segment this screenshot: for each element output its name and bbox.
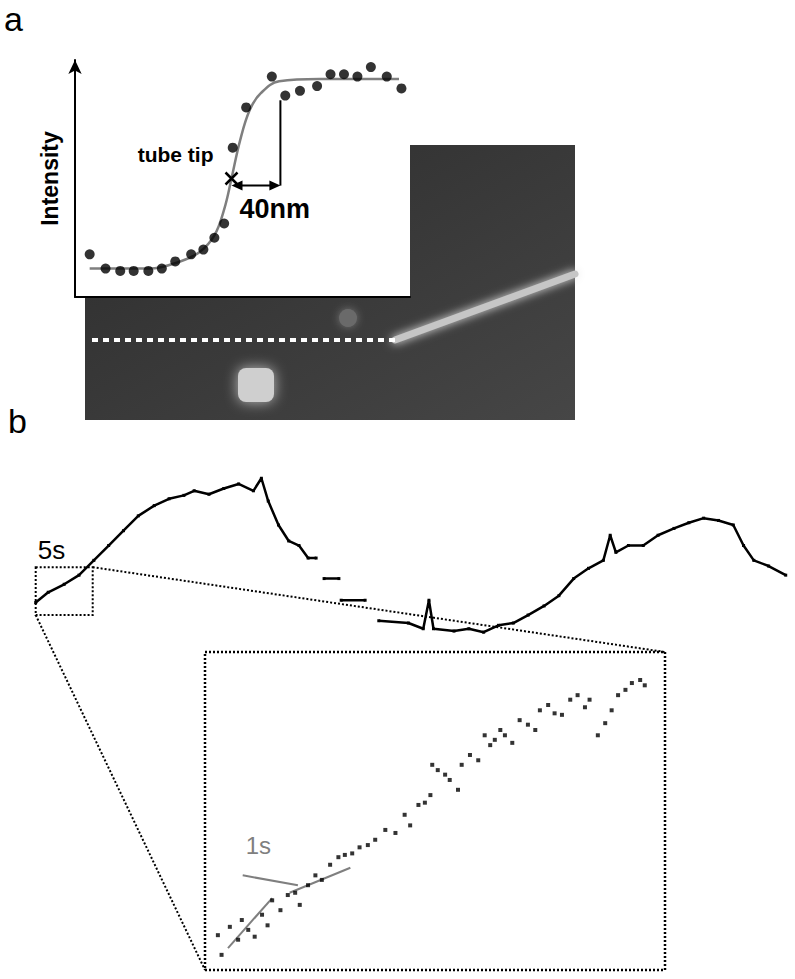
svg-text:5s: 5s xyxy=(38,535,65,565)
svg-text:a: a xyxy=(4,0,23,38)
svg-text:1s: 1s xyxy=(246,832,271,859)
svg-text:Intensity: Intensity xyxy=(37,131,63,226)
svg-text:b: b xyxy=(8,402,27,440)
svg-text:40nm: 40nm xyxy=(239,194,310,224)
svg-text:tube tip: tube tip xyxy=(138,143,214,166)
